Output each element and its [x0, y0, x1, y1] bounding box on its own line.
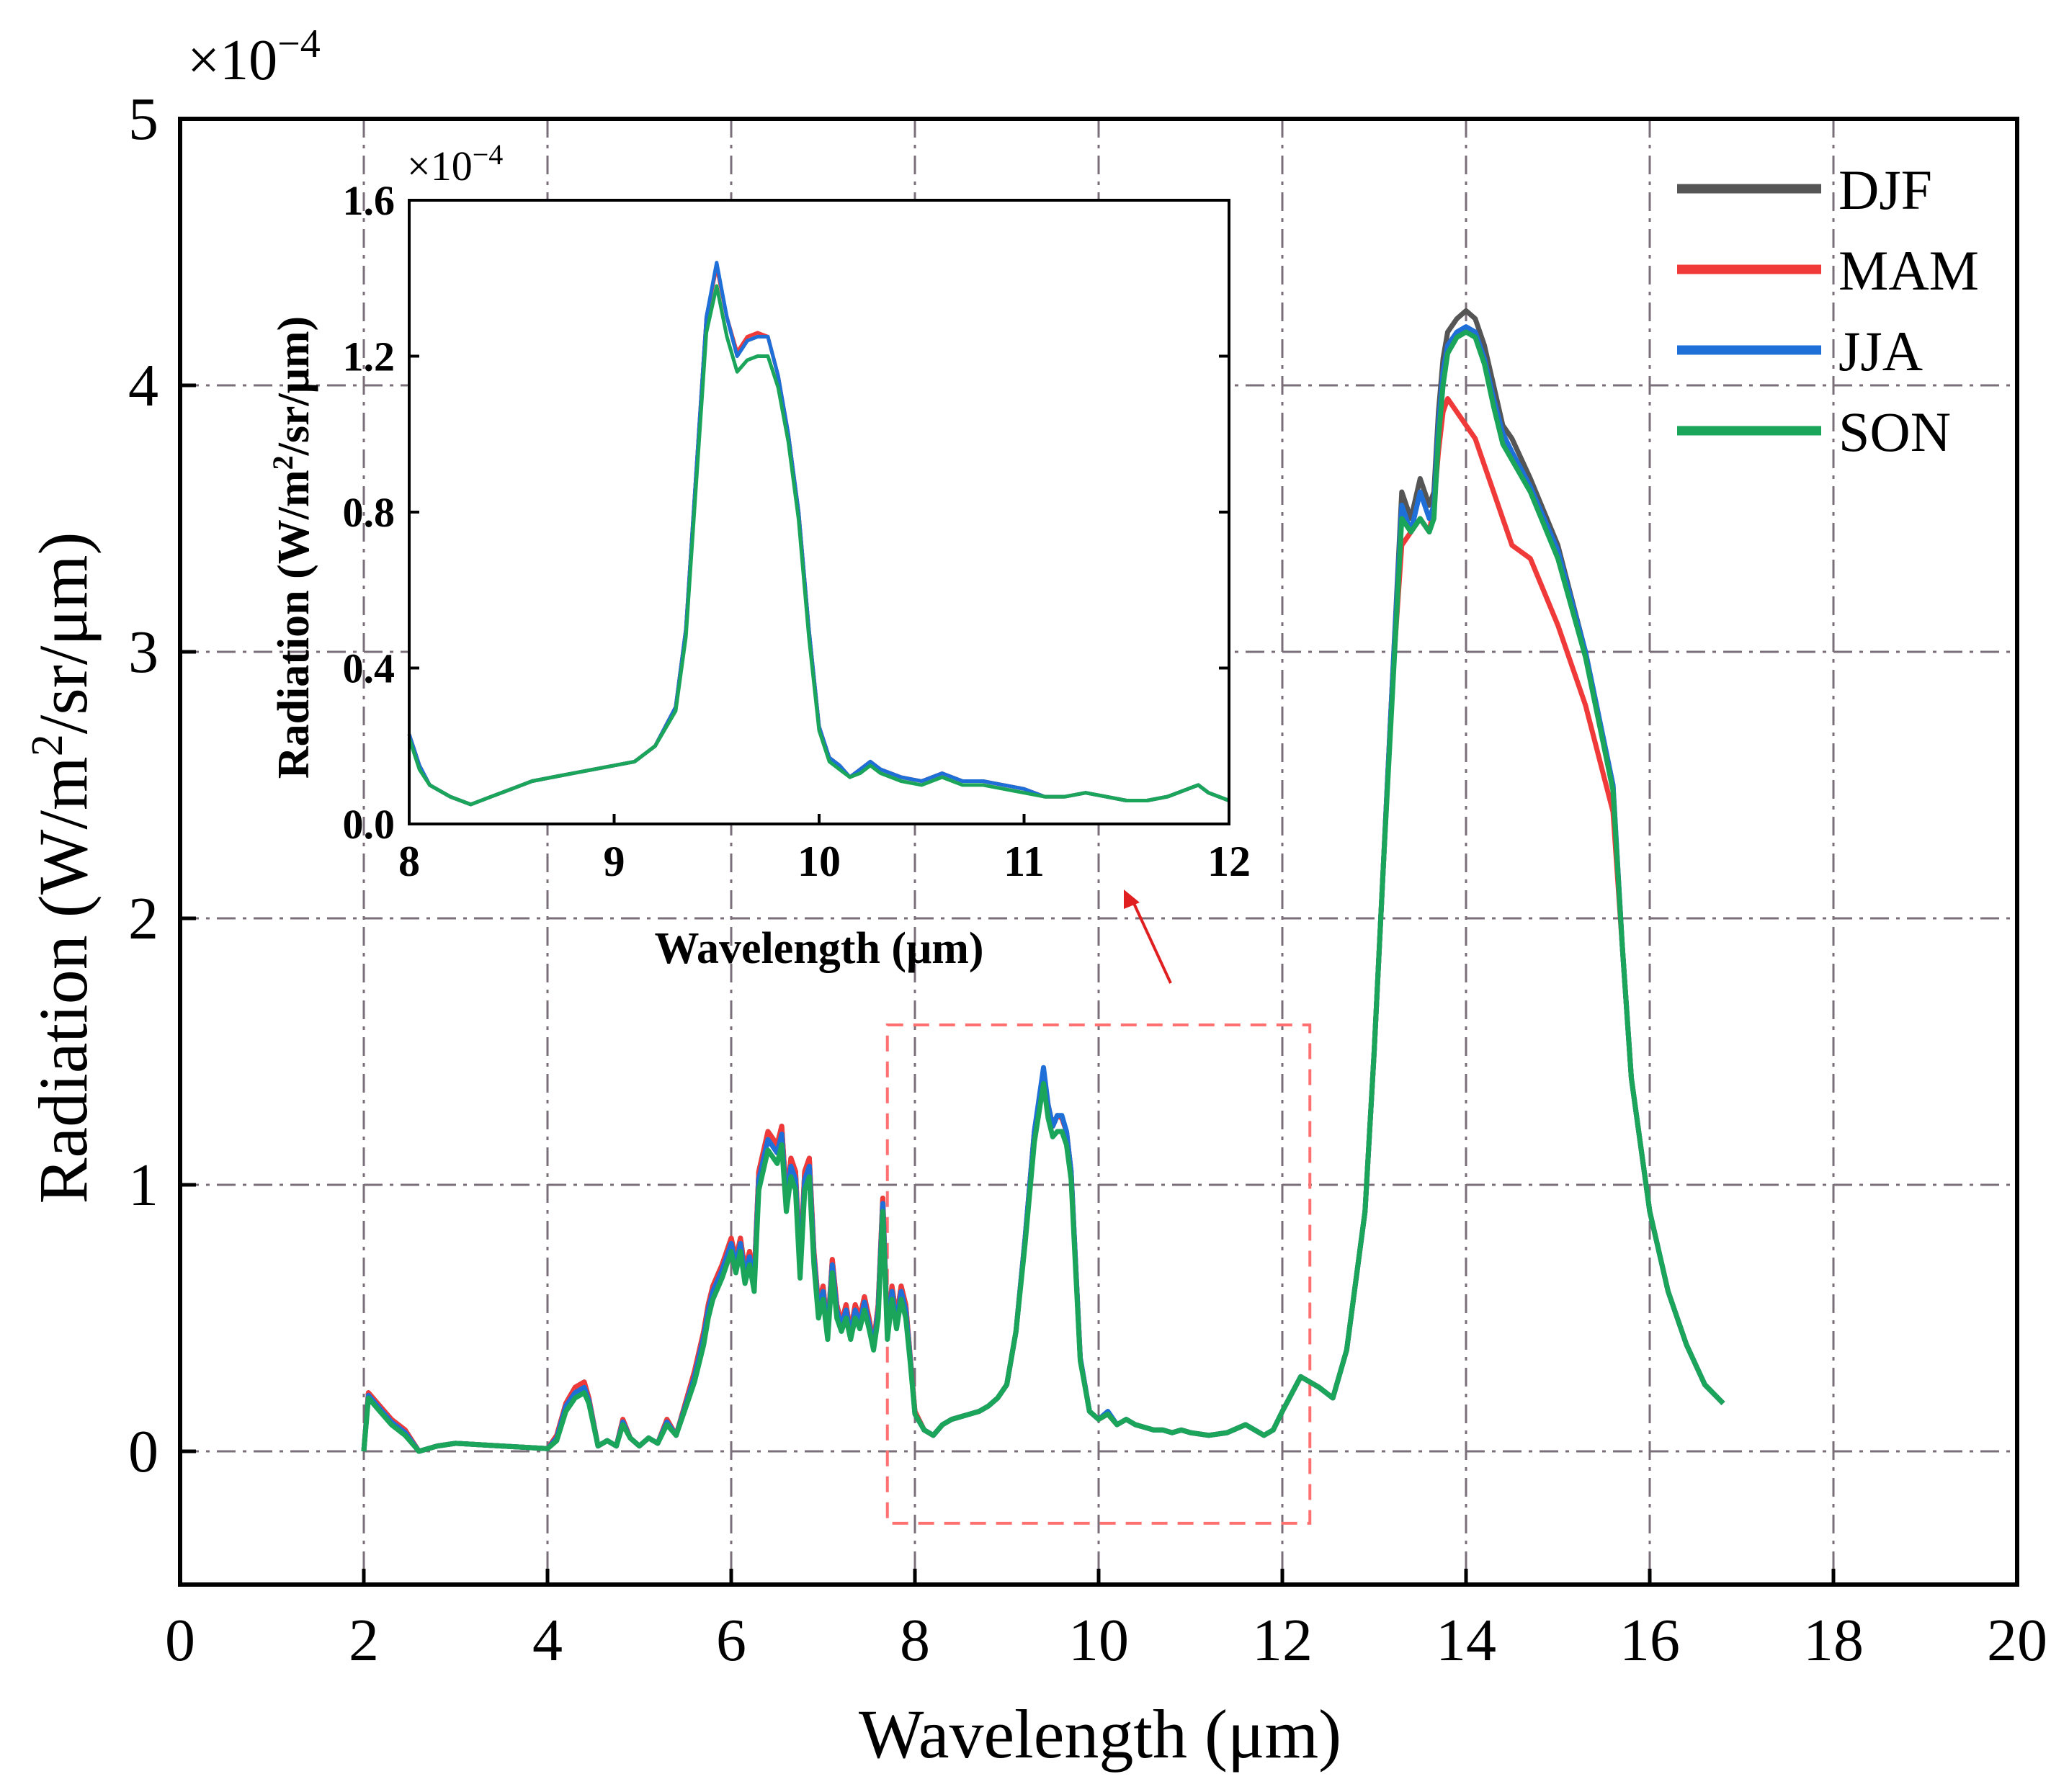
x-tick-label: 18 — [1803, 1607, 1864, 1674]
main-series-group — [361, 308, 1725, 1454]
y-tick-label: 3 — [128, 619, 158, 686]
inset-series-line-son — [407, 284, 1230, 807]
y-tick-label: 5 — [128, 86, 158, 153]
inset-x-tick-label: 8 — [398, 838, 420, 885]
main-tick-marks — [178, 117, 2019, 1585]
legend-label-jja: JJA — [1838, 320, 1923, 382]
legend-label-son: SON — [1838, 400, 1951, 463]
inset-x-tick-label: 12 — [1207, 838, 1251, 885]
y-tick-label: 2 — [128, 885, 158, 952]
inset-y-tick-label: 1.6 — [343, 177, 396, 224]
zoom-pointer-arrow — [1131, 900, 1172, 984]
x-tick-label: 0 — [165, 1607, 195, 1674]
inset-x-axis-label: Wavelength (μm) — [654, 924, 983, 973]
main-ylabel-suffix: /sr/μm) — [24, 532, 102, 735]
inset-x-tick-label: 10 — [797, 838, 841, 885]
series-line-son — [361, 329, 1725, 1454]
inset-scale-base: ×10 — [407, 143, 473, 189]
inset-x-tick-label: 11 — [1004, 838, 1045, 885]
legend: DJF MAM JJA SON — [1677, 158, 1979, 463]
y-tick-label: 1 — [128, 1152, 158, 1219]
y-tick-label: 0 — [128, 1418, 158, 1485]
inset-y-tick-label: 0.4 — [343, 645, 396, 692]
y-tick-label: 4 — [128, 352, 158, 419]
main-y-axis-label: Radiation (W/m2/sr/μm) — [23, 532, 102, 1204]
inset-y-tick-label: 0.8 — [343, 489, 396, 536]
main-ylabel-prefix: Radiation (W/m — [24, 756, 102, 1204]
inset-series-group — [407, 261, 1230, 807]
x-tick-label: 14 — [1436, 1607, 1496, 1674]
x-tick-label: 4 — [532, 1607, 563, 1674]
zoom-pointer-arrowhead — [1124, 890, 1140, 909]
inset-tick-labels: 8 9 10 11 12 0.0 0.4 0.8 1.2 1.6 — [343, 177, 1251, 885]
main-scale-exponent: −4 — [277, 22, 321, 66]
inset-scale-factor: ×10−4 — [407, 138, 503, 190]
legend-label-mam: MAM — [1838, 239, 1979, 302]
x-tick-label: 6 — [716, 1607, 746, 1674]
main-ylabel-sup: 2 — [23, 734, 72, 756]
inset-tick-marks — [408, 199, 1230, 825]
x-tick-label: 20 — [1987, 1607, 2047, 1674]
main-scale-base: ×10 — [187, 29, 277, 92]
x-tick-label: 16 — [1619, 1607, 1680, 1674]
x-tick-label: 12 — [1252, 1607, 1313, 1674]
inset-y-tick-label: 0.0 — [343, 801, 396, 848]
inset-y-axis-label: Radiation (W/m2/sr/μm) — [267, 316, 319, 779]
inset-y-tick-label: 1.2 — [343, 333, 396, 380]
x-tick-label: 8 — [900, 1607, 930, 1674]
inset-ylabel-prefix: Radiation (W/m — [269, 470, 318, 779]
inset-ylabel-sup: 2 — [267, 455, 299, 470]
x-tick-label: 2 — [349, 1607, 379, 1674]
inset-scale-exponent: −4 — [473, 138, 504, 171]
main-scale-factor: ×10−4 — [187, 22, 321, 92]
x-tick-label: 10 — [1068, 1607, 1129, 1674]
inset-x-tick-label: 9 — [604, 838, 625, 885]
legend-label-djf: DJF — [1838, 158, 1932, 221]
main-x-axis-label: Wavelength (μm) — [859, 1695, 1341, 1773]
inset-ylabel-suffix: /sr/μm) — [269, 316, 318, 457]
inset-plot: 8 9 10 11 120.00.40.81.21.6 Wavelength (μm) … — [267, 138, 1251, 974]
